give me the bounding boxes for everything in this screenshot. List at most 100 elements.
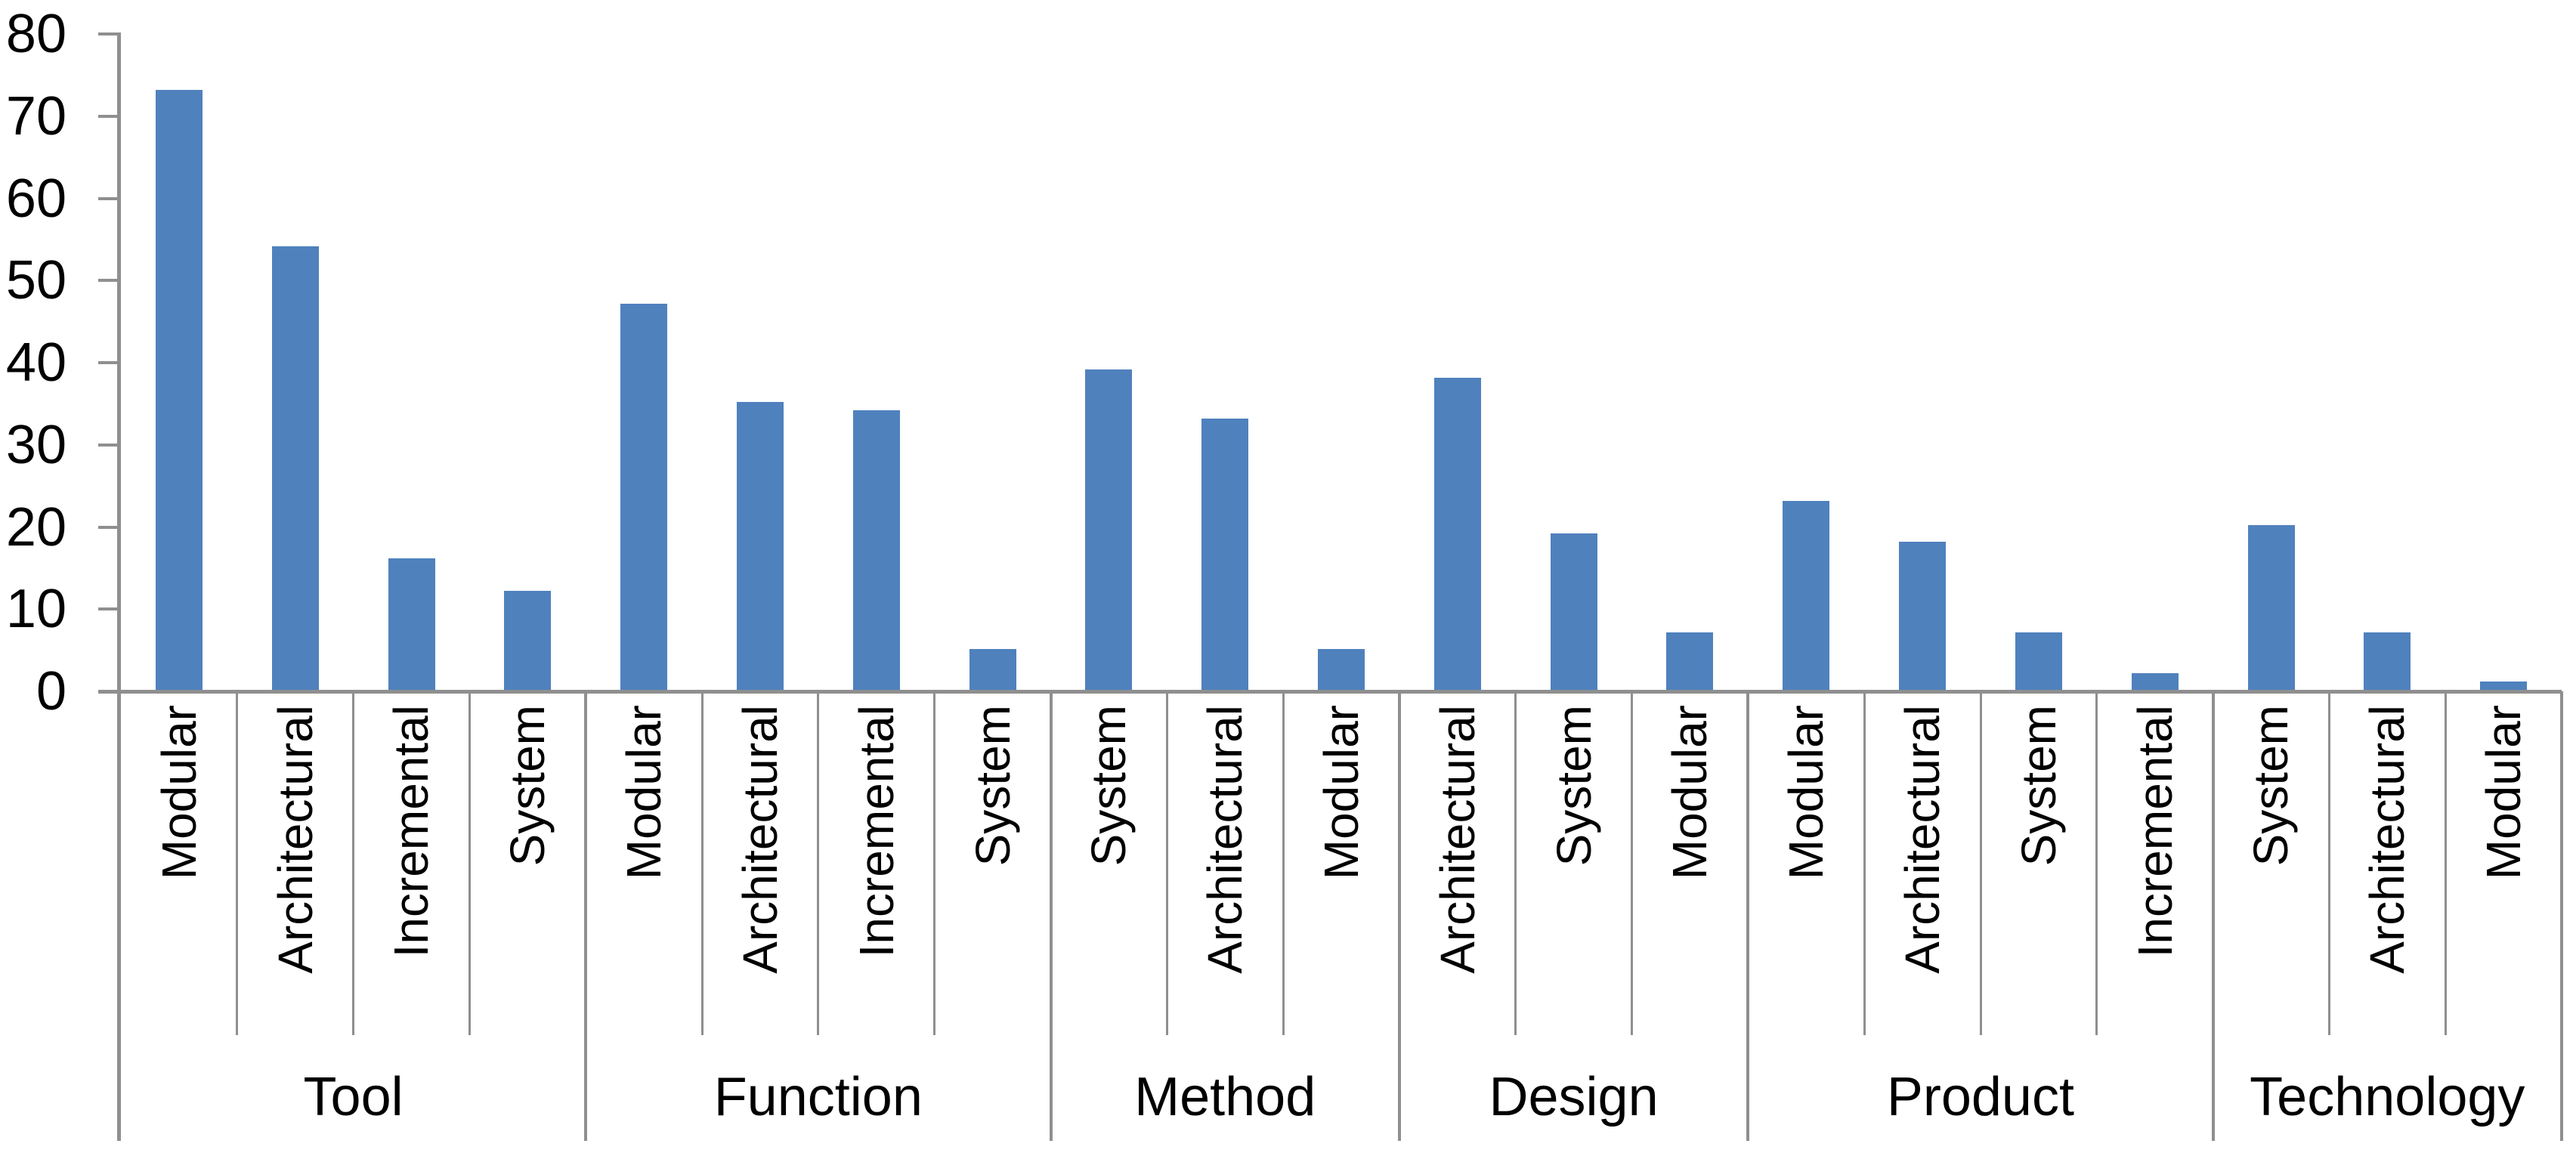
category-separator <box>2327 691 2330 1035</box>
category-label-cell: Modular <box>1632 705 1749 1035</box>
bar <box>1783 501 1830 690</box>
y-axis-tick-label: 20 <box>5 496 66 558</box>
category-separator <box>352 691 355 1035</box>
category-label: Incremental <box>384 705 439 958</box>
category-label: System <box>965 705 1020 867</box>
category-label-cell: Architectural <box>702 705 818 1035</box>
category-label: System <box>1081 705 1136 867</box>
category-label-cell: Modular <box>2445 705 2562 1035</box>
category-separator <box>468 691 471 1035</box>
bar <box>1318 649 1365 690</box>
category-label-cell: Architectural <box>1399 705 1516 1035</box>
category-label-cell: System <box>1516 705 1632 1035</box>
group-label: Method <box>1134 1067 1316 1127</box>
category-separator <box>236 691 239 1035</box>
group-label-cell: Function <box>586 1035 1050 1141</box>
bar <box>2364 632 2411 690</box>
group-label-cell: Tool <box>121 1035 586 1141</box>
bar <box>2480 682 2528 690</box>
y-axis-tick <box>98 32 119 36</box>
category-label: Modular <box>617 705 672 880</box>
bar <box>2247 525 2295 690</box>
y-axis-tick-label: 30 <box>5 414 66 475</box>
group-label: Product <box>1886 1067 2074 1127</box>
category-label: Modular <box>151 705 206 880</box>
category-label-cell: Incremental <box>2097 705 2213 1035</box>
category-label: Architectural <box>1894 705 1950 974</box>
category-separator <box>2444 691 2447 1035</box>
bar <box>1085 369 1133 690</box>
bar <box>852 410 900 690</box>
bar <box>271 246 319 690</box>
y-axis-tick <box>98 607 119 611</box>
category-label: Incremental <box>849 705 904 958</box>
group-label: Design <box>1489 1067 1659 1127</box>
category-label: Architectural <box>2360 705 2415 974</box>
category-separator <box>1631 691 1633 1035</box>
category-separator <box>2095 691 2098 1035</box>
group-separator <box>2211 691 2215 1141</box>
y-axis-tick <box>98 196 119 200</box>
group-label: Technology <box>2250 1067 2525 1127</box>
y-axis-tick-label: 40 <box>5 332 66 393</box>
category-label-cell: Architectural <box>237 705 354 1035</box>
category-label: System <box>500 705 555 867</box>
y-axis-tick <box>98 279 119 283</box>
category-label-cell: Architectural <box>1167 705 1283 1035</box>
category-label-cell: Architectural <box>1864 705 1981 1035</box>
category-separator <box>1514 691 1517 1035</box>
group-label: Function <box>713 1067 923 1127</box>
category-separator <box>700 691 704 1035</box>
category-label: Incremental <box>2127 705 2182 958</box>
category-label-cell: System <box>469 705 586 1035</box>
category-label: System <box>2011 705 2066 867</box>
group-separator <box>584 691 588 1141</box>
category-label: Architectural <box>267 705 323 974</box>
category-label-cell: Modular <box>586 705 702 1035</box>
y-axis-tick-label: 50 <box>5 250 66 311</box>
bar <box>1201 419 1249 690</box>
y-axis-tick-label: 60 <box>5 168 66 229</box>
y-axis-tick <box>98 114 119 118</box>
y-axis-tick-label: 80 <box>5 4 66 64</box>
group-label-cell: Product <box>1748 1035 2213 1141</box>
category-label: Modular <box>2476 705 2531 880</box>
category-label-cell: Modular <box>1748 705 1864 1035</box>
y-axis-tick-label: 10 <box>5 579 66 640</box>
category-label: Architectural <box>1430 705 1485 974</box>
category-separator <box>817 691 820 1035</box>
bar <box>388 558 435 690</box>
category-separator <box>1165 691 1168 1035</box>
bar <box>1666 632 1714 690</box>
category-separator <box>1282 691 1285 1035</box>
category-separator <box>933 691 936 1035</box>
category-label-cell: Incremental <box>354 705 470 1035</box>
y-axis-tick <box>98 525 119 529</box>
category-separator <box>1979 691 1982 1035</box>
category-label: Modular <box>1313 705 1368 880</box>
bar <box>620 304 668 690</box>
y-axis-tick <box>98 361 119 364</box>
category-label: Architectural <box>732 705 787 974</box>
category-label: Modular <box>1662 705 1718 880</box>
x-axis-line <box>98 690 2562 694</box>
bar <box>155 90 203 690</box>
group-separator <box>1746 691 1750 1141</box>
category-label-cell: System <box>1051 705 1167 1035</box>
y-axis-tick <box>98 443 119 447</box>
bar <box>737 402 784 690</box>
category-label-cell: Architectural <box>2329 705 2445 1035</box>
y-axis-tick <box>98 690 119 693</box>
group-separator <box>1397 691 1401 1141</box>
category-label-cell: Incremental <box>818 705 935 1035</box>
group-label: Tool <box>303 1067 404 1127</box>
category-label: Architectural <box>1198 705 1253 974</box>
bar <box>1899 542 1946 690</box>
y-axis-line <box>117 32 121 1141</box>
category-label-cell: Modular <box>1283 705 1399 1035</box>
bar <box>504 591 552 690</box>
category-label-cell: Modular <box>121 705 237 1035</box>
bar <box>969 649 1016 690</box>
category-label: System <box>1546 705 1601 867</box>
